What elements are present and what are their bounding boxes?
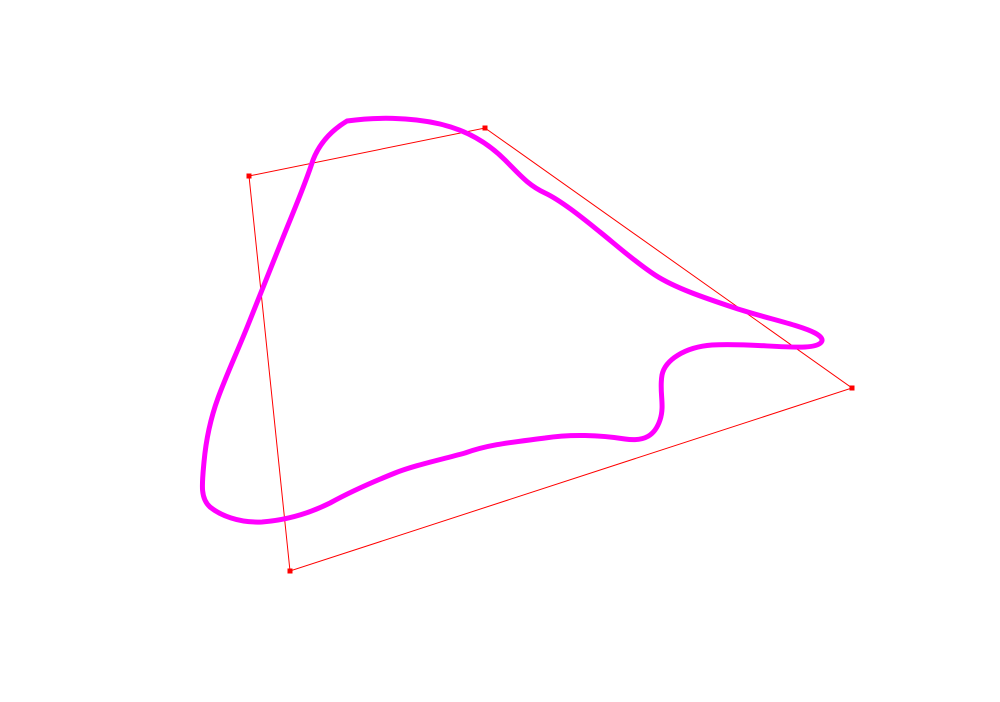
control-point[interactable] (849, 385, 855, 391)
control-point[interactable] (246, 173, 252, 179)
control-point[interactable] (287, 568, 293, 574)
closed-curve[interactable] (199, 115, 825, 525)
control-point[interactable] (482, 125, 488, 131)
